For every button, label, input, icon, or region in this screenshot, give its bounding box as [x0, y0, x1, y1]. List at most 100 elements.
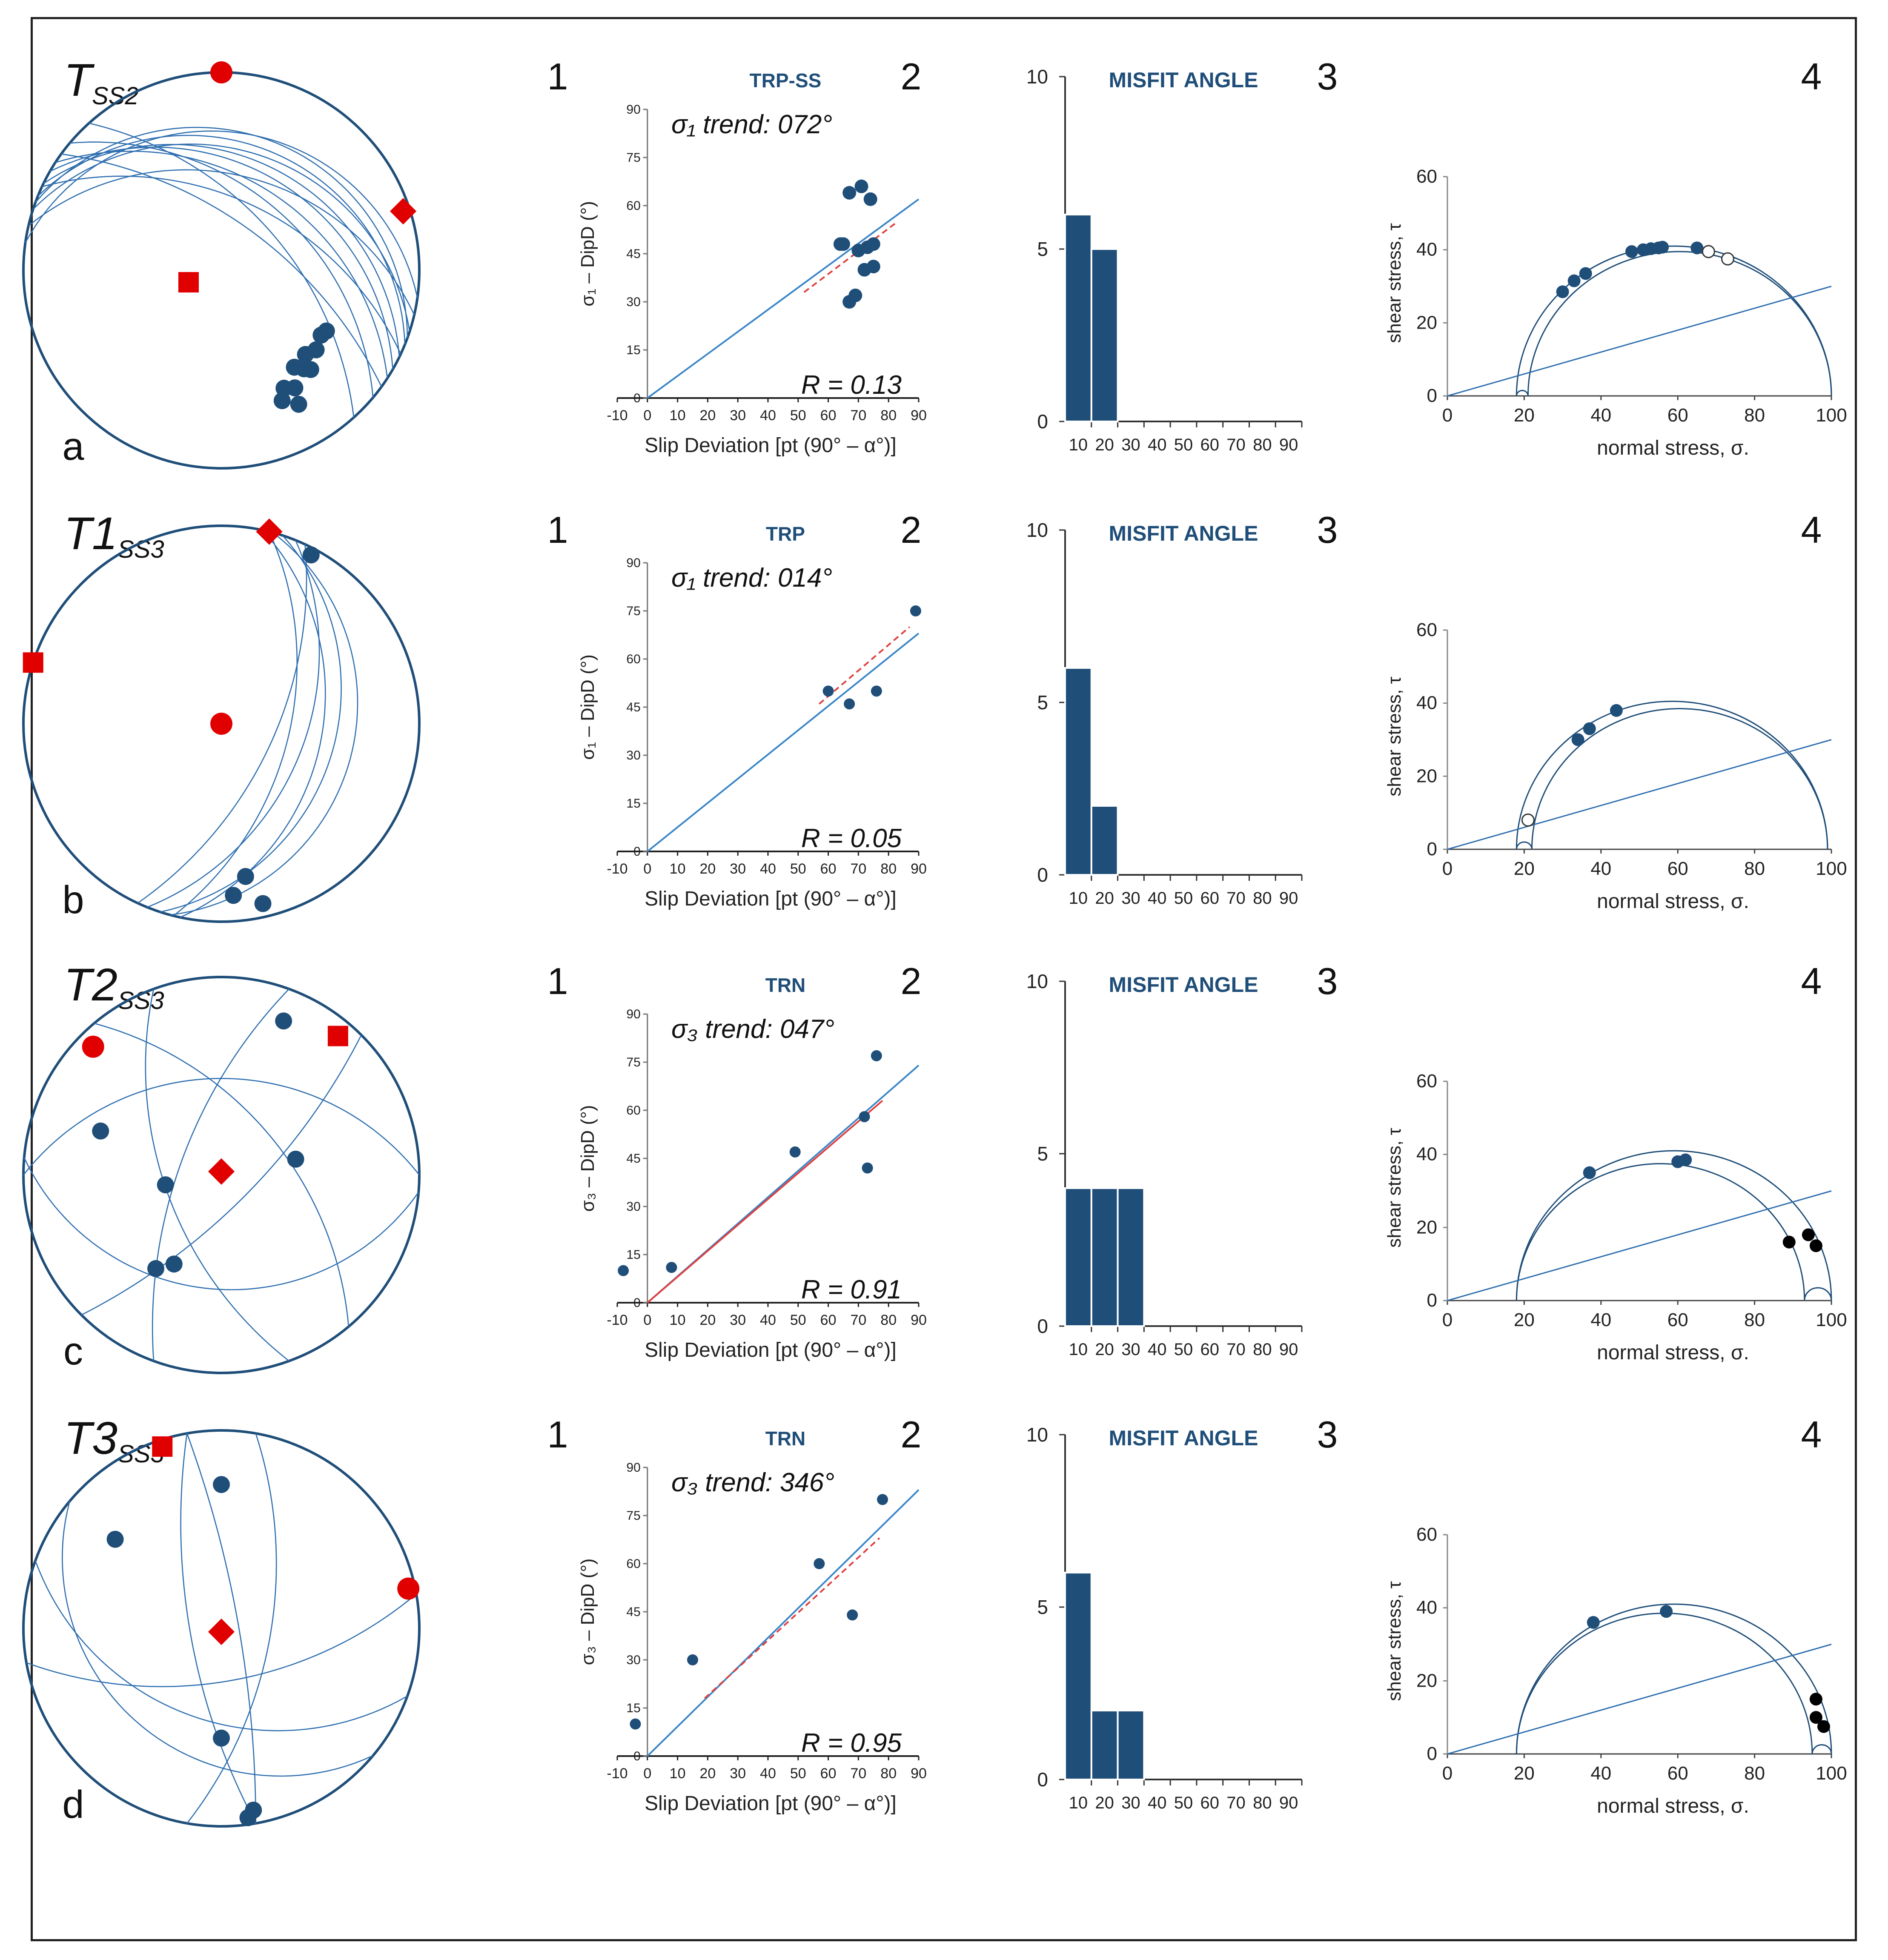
scatter-point	[618, 1265, 629, 1276]
histogram-x-tick-label: 60	[1200, 1794, 1220, 1812]
mohr-x-axis-label: normal stress, σ.	[1597, 1341, 1749, 1364]
mohr-y-tick-label: 0	[1427, 1743, 1437, 1764]
scatter-x-tick-label: 50	[790, 1765, 806, 1782]
scatter-annotation: σ₃ trend: 047°	[671, 1014, 834, 1044]
scatter-x-tick-label: 50	[790, 1312, 806, 1328]
histogram-x-tick-label: 40	[1148, 1794, 1167, 1812]
scatter-y-axis-label: σ₃ – DipD (°)	[577, 1105, 598, 1212]
histogram-x-tick-label: 80	[1253, 436, 1272, 454]
mohr-x-tick-label: 100	[1816, 1763, 1847, 1784]
scatter-y-axis-label: σ₁ – DipD (°)	[577, 201, 598, 307]
scatter-y-tick-label: 0	[633, 845, 641, 859]
scatter-r-label: R = 0.95	[801, 1728, 902, 1758]
scatter-y-tick-label: 30	[626, 748, 640, 762]
scatter-title: TRN	[765, 974, 806, 996]
mohr-y-tick-label: 40	[1416, 239, 1437, 260]
scatter-x-tick-label: 80	[880, 407, 897, 424]
mohr-x-tick-label: 80	[1744, 858, 1765, 879]
scatter-point	[814, 1558, 825, 1569]
pole-marker	[147, 1260, 165, 1277]
mohr-y-axis-label: shear stress, τ	[1384, 223, 1405, 343]
scatter-x-tick-label: 60	[820, 407, 837, 424]
regression-line	[647, 198, 920, 399]
histogram-y-tick-label: 5	[1037, 1596, 1048, 1618]
regression-line	[647, 1489, 920, 1757]
mohr-point-black	[1809, 1693, 1822, 1706]
scatter-x-tick-label: 0	[643, 407, 651, 424]
great-circle	[32, 143, 410, 332]
mohr-x-tick-label: 100	[1816, 858, 1847, 879]
scatter-x-tick-label: 0	[643, 861, 651, 877]
scatter-title: TRP-SS	[750, 69, 822, 92]
sigma1-marker	[397, 1577, 420, 1600]
histogram-x-tick-label: 20	[1095, 889, 1114, 908]
scatter-y-tick-label: 45	[626, 700, 640, 714]
sigma2-marker	[178, 272, 199, 293]
scatter-point	[842, 186, 857, 200]
great-circle	[28, 169, 415, 315]
scatter-y-tick-label: 45	[626, 1605, 640, 1619]
stereonet-label-sub: SS3	[117, 987, 164, 1014]
scatter-x-tick-label: 10	[670, 1765, 686, 1782]
mohr-y-tick-label: 20	[1416, 312, 1437, 333]
scatter-y-tick-label: 75	[626, 604, 640, 618]
great-circle	[145, 989, 289, 1362]
fit-line	[704, 1537, 880, 1699]
scatter-annotation: σ₁ trend: 072°	[671, 110, 832, 139]
sigma1-marker	[210, 61, 232, 83]
scatter-x-tick-label: 10	[670, 1312, 686, 1328]
mohr-x-tick-label: 40	[1590, 1310, 1611, 1330]
great-circle	[42, 175, 401, 355]
scatter-x-tick-label: 90	[911, 861, 927, 877]
scatter-x-tick-label: 40	[760, 1765, 776, 1782]
histogram-x-tick-label: 60	[1200, 436, 1220, 454]
mohr-y-axis-label: shear stress, τ	[1384, 1128, 1405, 1248]
sigma1-marker	[82, 1035, 104, 1058]
mohr-x-tick-label: 100	[1816, 405, 1847, 426]
panel-number-1: 1	[547, 960, 568, 1002]
pole-marker	[254, 895, 272, 912]
histogram-y-tick-label: 0	[1037, 1768, 1048, 1791]
mohr-y-tick-label: 0	[1427, 385, 1437, 406]
scatter-point	[854, 179, 868, 193]
histogram-x-tick-label: 10	[1069, 436, 1088, 454]
mohr-y-tick-label: 0	[1427, 1290, 1437, 1311]
figure-frame	[31, 17, 1857, 1941]
scatter-x-tick-label: 70	[850, 1765, 866, 1782]
histogram-bar	[1064, 1572, 1092, 1780]
sigma1-marker	[210, 713, 232, 735]
mohr-circle-small	[1516, 841, 1533, 850]
great-circle	[23, 1157, 419, 1290]
great-circle	[137, 544, 307, 904]
histogram-title: MISFIT ANGLE	[1109, 68, 1258, 92]
scatter-y-tick-label: 75	[626, 1509, 640, 1523]
scatter-x-tick-label: 60	[820, 1765, 837, 1782]
stereonet-label-sub: SS3	[117, 536, 164, 563]
scatter-x-tick-label: 70	[850, 861, 866, 877]
histogram-title: MISFIT ANGLE	[1109, 973, 1258, 997]
mohr-y-tick-label: 40	[1416, 1144, 1437, 1165]
scatter-y-tick-label: 30	[626, 295, 640, 309]
scatter-x-tick-label: 20	[699, 1312, 716, 1328]
mohr-circle-small	[1527, 251, 1832, 396]
histogram-x-tick-label: 20	[1095, 436, 1114, 454]
scatter-x-tick-label: 80	[880, 1765, 897, 1782]
scatter-x-tick-label: 30	[730, 861, 746, 877]
scatter-r-label: R = 0.91	[801, 1275, 902, 1304]
histogram-x-tick-label: 10	[1069, 1794, 1088, 1812]
mohr-x-tick-label: 0	[1442, 1310, 1453, 1330]
scatter-x-tick-label: 60	[820, 1312, 837, 1328]
mohr-y-tick-label: 60	[1416, 619, 1437, 640]
sigma3-marker	[208, 1158, 235, 1185]
scatter-y-tick-label: 0	[633, 391, 641, 405]
panel-number-4: 4	[1801, 1413, 1822, 1456]
sigma3-marker	[390, 198, 417, 225]
histogram-x-tick-label: 60	[1200, 1340, 1220, 1359]
scatter-x-axis-label: Slip Deviation [pt (90° – α°)]	[645, 434, 897, 457]
panel-number-1: 1	[547, 1413, 568, 1456]
scatter-title: TRP	[766, 523, 805, 545]
sigma3-marker	[208, 1619, 235, 1645]
mohr-point	[1660, 1605, 1673, 1618]
mohr-circle-small	[1531, 708, 1828, 850]
scatter-point	[844, 698, 855, 710]
